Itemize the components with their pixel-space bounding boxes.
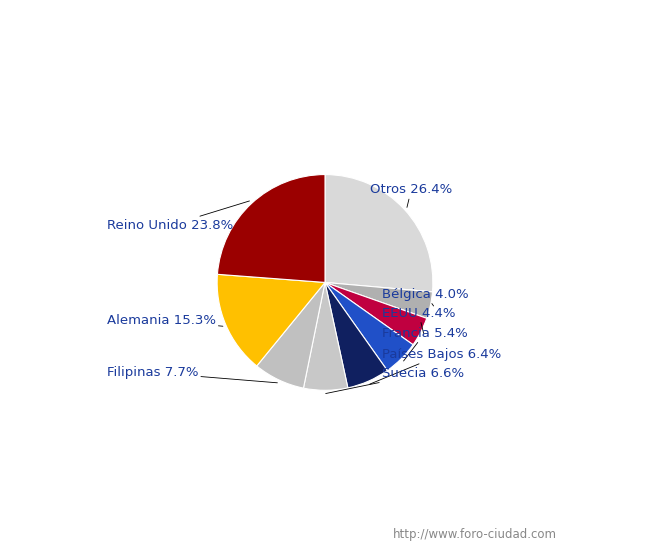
Text: Suecia 6.6%: Suecia 6.6% [326,367,464,394]
Text: Países Bajos 6.4%: Países Bajos 6.4% [370,348,501,384]
Text: Otros 26.4%: Otros 26.4% [370,183,452,207]
Wedge shape [325,174,433,292]
Text: Reino Unido 23.8%: Reino Unido 23.8% [107,201,250,232]
Text: Alemania 15.3%: Alemania 15.3% [107,314,223,327]
Wedge shape [257,282,325,388]
Wedge shape [218,174,325,282]
Text: http://www.foro-ciudad.com: http://www.foro-ciudad.com [393,529,556,541]
Wedge shape [325,282,387,388]
Wedge shape [325,282,413,371]
Wedge shape [325,282,427,345]
Text: EEUU 4.4%: EEUU 4.4% [382,307,456,333]
Text: Bélgica 4.0%: Bélgica 4.0% [382,288,469,306]
Text: Valdoviño - Turistas extranjeros según país - Abril de 2024: Valdoviño - Turistas extranjeros según p… [83,13,567,32]
Text: Filipinas 7.7%: Filipinas 7.7% [107,366,278,383]
Wedge shape [217,274,325,366]
Text: Francia 5.4%: Francia 5.4% [382,327,468,361]
Wedge shape [325,282,432,318]
Wedge shape [304,282,348,390]
